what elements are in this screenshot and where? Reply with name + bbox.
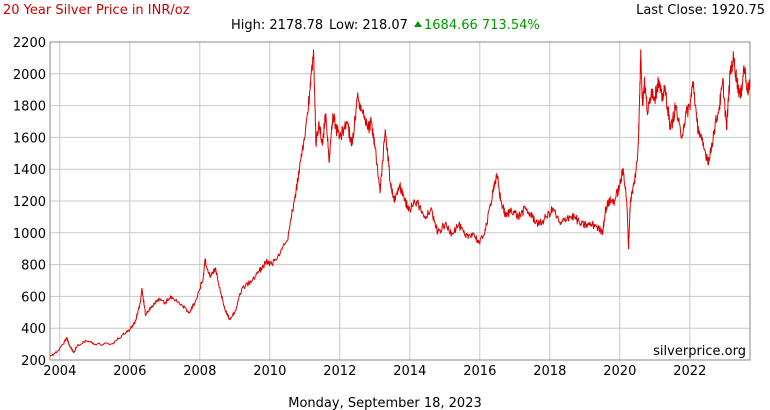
x-tick-label: 2018	[533, 364, 566, 379]
chart-title: 20 Year Silver Price in INR/oz	[3, 3, 190, 18]
y-tick-label: 800	[21, 259, 46, 274]
y-tick-label: 600	[21, 290, 46, 305]
change-value: 1684.66 713.54%	[424, 18, 540, 33]
x-tick-label: 2010	[253, 364, 286, 379]
y-tick-label: 1200	[13, 195, 46, 210]
price-series-line	[49, 49, 751, 357]
x-tick-label: 2004	[43, 364, 76, 379]
up-triangle-icon	[414, 21, 422, 27]
watermark: silverprice.org	[653, 344, 746, 359]
plot-frame	[49, 41, 751, 361]
y-tick-label: 200	[21, 354, 46, 369]
x-tick-label: 2006	[113, 364, 146, 379]
x-tick-label: 2008	[183, 364, 216, 379]
y-tick-label: 1800	[13, 100, 46, 115]
x-tick-label: 2012	[323, 364, 356, 379]
y-tick-label: 1000	[13, 227, 46, 242]
y-tick-label: 1600	[13, 131, 46, 146]
x-tick-label: 2014	[393, 364, 426, 379]
high-value: High: 2178.78	[231, 18, 323, 33]
footer-date: Monday, September 18, 2023	[288, 396, 481, 410]
low-value: Low: 218.07	[329, 18, 408, 33]
y-tick-label: 2200	[13, 36, 46, 51]
x-axis-ticks: 2004 2006 2008 2010 2012 2014 2016 2018 2020 2022	[43, 364, 706, 379]
y-tick-label: 1400	[13, 163, 46, 178]
x-tick-label: 2016	[463, 364, 496, 379]
last-close-label: Last Close: 1920.75	[636, 3, 765, 18]
x-tick-label: 2022	[673, 364, 706, 379]
x-tick-label: 2020	[603, 364, 636, 379]
y-tick-label: 2000	[13, 68, 46, 83]
y-axis-ticks: 200 400 600 800 1000 1200 1400 1600 1800 2000 2200	[13, 36, 46, 369]
y-tick-label: 400	[21, 322, 46, 337]
